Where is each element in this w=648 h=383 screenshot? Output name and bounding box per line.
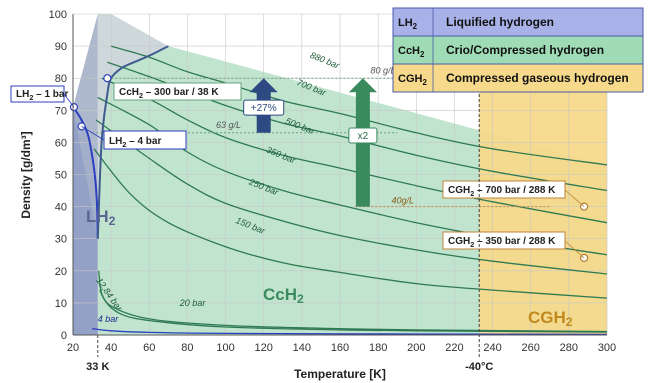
x-tick-label: 260 (522, 342, 540, 354)
x-tick-label: 180 (369, 342, 387, 354)
x-tick-label: 100 (216, 342, 234, 354)
y-tick-label: 0 (61, 330, 67, 342)
legend-symbol: LH2 (398, 17, 418, 31)
y-tick-label: 40 (55, 202, 67, 214)
callout-lh2-1bar-leader (63, 93, 75, 108)
x-tick-label: 220 (445, 342, 463, 354)
x-tick-label: 300 (598, 342, 616, 354)
x-tick-label: 140 (293, 342, 311, 354)
reference-label-63: 63 g/L (216, 120, 241, 130)
y-tick-label: 10 (55, 298, 67, 310)
marker-33k-label: 33 K (86, 361, 109, 373)
region-supercritical-fill (97, 14, 169, 239)
series-line-700-bar (107, 61, 608, 192)
y-tick-label: 100 (49, 9, 67, 21)
x-tick-label: 120 (255, 342, 273, 354)
series-line-150-bar (93, 148, 608, 299)
y-tick-label: 20 (55, 266, 67, 278)
callout-cch2-300bar-text: CcH2 – 300 bar / 38 K (119, 87, 219, 100)
label-plus27: +27% (251, 103, 277, 114)
callout-lh2-1bar-text: LH2 – 1 bar (16, 89, 68, 102)
callout-cch2-300bar-box (113, 82, 242, 101)
series-line-250-bar (95, 119, 608, 275)
callout-cgh2-350bar-text: CGH2 – 350 bar / 288 K (448, 236, 556, 249)
series-lh2-saturation-boundary (72, 106, 99, 239)
label-box-x2 (348, 127, 378, 144)
y-tick-label: 50 (55, 170, 67, 182)
y-tick-label: 30 (55, 234, 67, 246)
series-line-4-bar (92, 327, 608, 336)
state-point (103, 74, 112, 83)
region-label-cch2: CcH2 (263, 285, 304, 306)
y-tick-label: 80 (55, 73, 67, 85)
callout-lh2-4bar-text: LH2 – 4 bar (109, 136, 161, 149)
series-line-500-bar (101, 77, 608, 224)
legend-symbol: CcH2 (398, 45, 425, 59)
callout-cgh2-700bar-leader (564, 189, 585, 207)
legend-row (392, 35, 644, 65)
y-axis-title: Density [g/dm³] (19, 131, 33, 218)
x-tick-label: 20 (67, 342, 79, 354)
reference-label-80: 80 g/L (371, 65, 396, 75)
series-line-880-bar (110, 45, 608, 166)
callout-cgh2-350bar-leader (564, 240, 585, 259)
y-tick-label: 70 (55, 105, 67, 117)
series-line-20-bar (99, 289, 608, 333)
x-tick-label: 240 (483, 342, 501, 354)
y-tick-label: 60 (55, 137, 67, 149)
x-tick-label: 200 (407, 342, 425, 354)
callout-cgh2-350bar-box (442, 231, 566, 250)
legend-label: Crio/Compressed hydrogen (446, 43, 604, 57)
label-box-plus27 (243, 99, 285, 116)
legend-label: Compressed gaseous hydrogen (446, 71, 629, 85)
callout-cgh2-700bar-box (442, 180, 566, 199)
series-label: 880 bar (309, 50, 342, 71)
reference-label-40: 40g/L (391, 195, 414, 205)
x-tick-label: 160 (331, 342, 349, 354)
series-critical-region-boundary (96, 45, 169, 239)
x-tick-label: 40 (105, 342, 117, 354)
region-label-cgh2: CGH2 (528, 308, 573, 329)
y-tick-label: 90 (55, 41, 67, 53)
legend-row (392, 7, 644, 37)
x-tick-label: 60 (143, 342, 155, 354)
legend-label: Liquified hydrogen (446, 15, 554, 29)
series-label: 20 bar (179, 298, 207, 308)
x-axis-title: Temperature [K] (294, 367, 386, 381)
x-tick-label: 280 (560, 342, 578, 354)
legend-symbol: CGH2 (398, 73, 427, 87)
region-label-lh2: LH2 (86, 207, 116, 228)
callout-lh2-4bar-leader (81, 126, 105, 141)
callout-cgh2-700bar-text: CGH2 – 700 bar / 288 K (448, 185, 556, 198)
series-label: 4 bar (98, 314, 120, 324)
x-tick-label: 80 (181, 342, 193, 354)
legend-row (392, 63, 644, 93)
label-x2: x2 (358, 131, 369, 142)
marker-minus40c-label: -40°C (465, 361, 493, 373)
